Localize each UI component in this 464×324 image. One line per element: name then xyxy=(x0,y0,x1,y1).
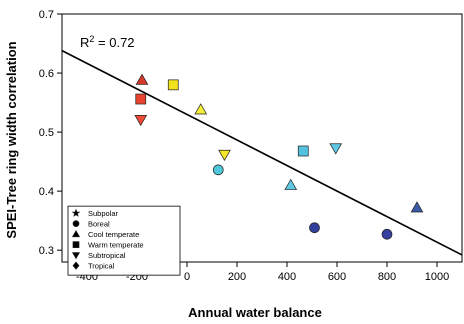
y-tick-label: 0.5 xyxy=(39,127,54,139)
x-tick-label: 1000 xyxy=(425,271,449,283)
y-axis-ticks: 0.3 0.4 0.5 0.6 0.7 xyxy=(39,9,62,257)
r-value: = 0.72 xyxy=(94,35,134,50)
x-axis-label: Annual water balance xyxy=(188,305,322,320)
x-tick-label: 0 xyxy=(184,271,190,283)
legend-marker-square xyxy=(72,241,80,248)
data-points xyxy=(134,73,424,240)
legend-label: Subpolar xyxy=(88,209,119,218)
y-tick-label: 0.4 xyxy=(39,186,54,198)
r-superscript: 2 xyxy=(89,34,94,44)
data-point-square xyxy=(297,145,309,157)
data-point-triangle-up xyxy=(284,178,298,190)
data-point-circle xyxy=(309,222,320,234)
legend-marker-circle xyxy=(72,220,80,227)
data-point-triangle-down xyxy=(218,149,231,161)
plot-frame xyxy=(61,13,463,263)
x-tick-label: 800 xyxy=(378,271,396,283)
legend-label: Boreal xyxy=(88,219,110,228)
y-axis-label: SPEI-Tree ring width correlation xyxy=(4,41,19,238)
x-tick-label: 600 xyxy=(328,271,346,283)
legend-marker-star xyxy=(71,208,81,217)
data-point-triangle-up xyxy=(194,103,208,115)
regression-line xyxy=(61,49,463,256)
legend-label: Tropical xyxy=(88,261,115,270)
legend-marker-triangle-up xyxy=(71,229,81,238)
x-tick-label: 400 xyxy=(278,271,296,283)
data-point-circle xyxy=(381,228,393,240)
data-point-triangle-up xyxy=(135,73,149,85)
y-tick-label: 0.7 xyxy=(39,9,54,21)
data-point-triangle-down xyxy=(134,115,148,127)
y-tick-label: 0.3 xyxy=(39,245,54,257)
legend-label: Subtropical xyxy=(88,251,126,260)
r-symbol: R xyxy=(80,35,89,50)
legend-label: Cool temperate xyxy=(88,230,139,239)
x-tick-label: 200 xyxy=(228,271,246,283)
data-point-circle xyxy=(212,164,224,176)
regression-line-group xyxy=(61,49,463,256)
legend-marker-triangle-down xyxy=(71,252,81,260)
data-point-square xyxy=(167,79,179,91)
legend-box xyxy=(67,205,181,276)
r-squared-annotation: R2 = 0.72 xyxy=(80,34,135,50)
data-point-triangle-down xyxy=(329,143,343,155)
data-point-triangle-up xyxy=(410,201,424,213)
legend-marker-diamond xyxy=(72,261,80,270)
plot-border xyxy=(61,13,463,263)
data-point-square xyxy=(135,93,147,105)
y-tick-label: 0.6 xyxy=(39,68,54,80)
legend-label: Warm temperate xyxy=(88,240,144,249)
